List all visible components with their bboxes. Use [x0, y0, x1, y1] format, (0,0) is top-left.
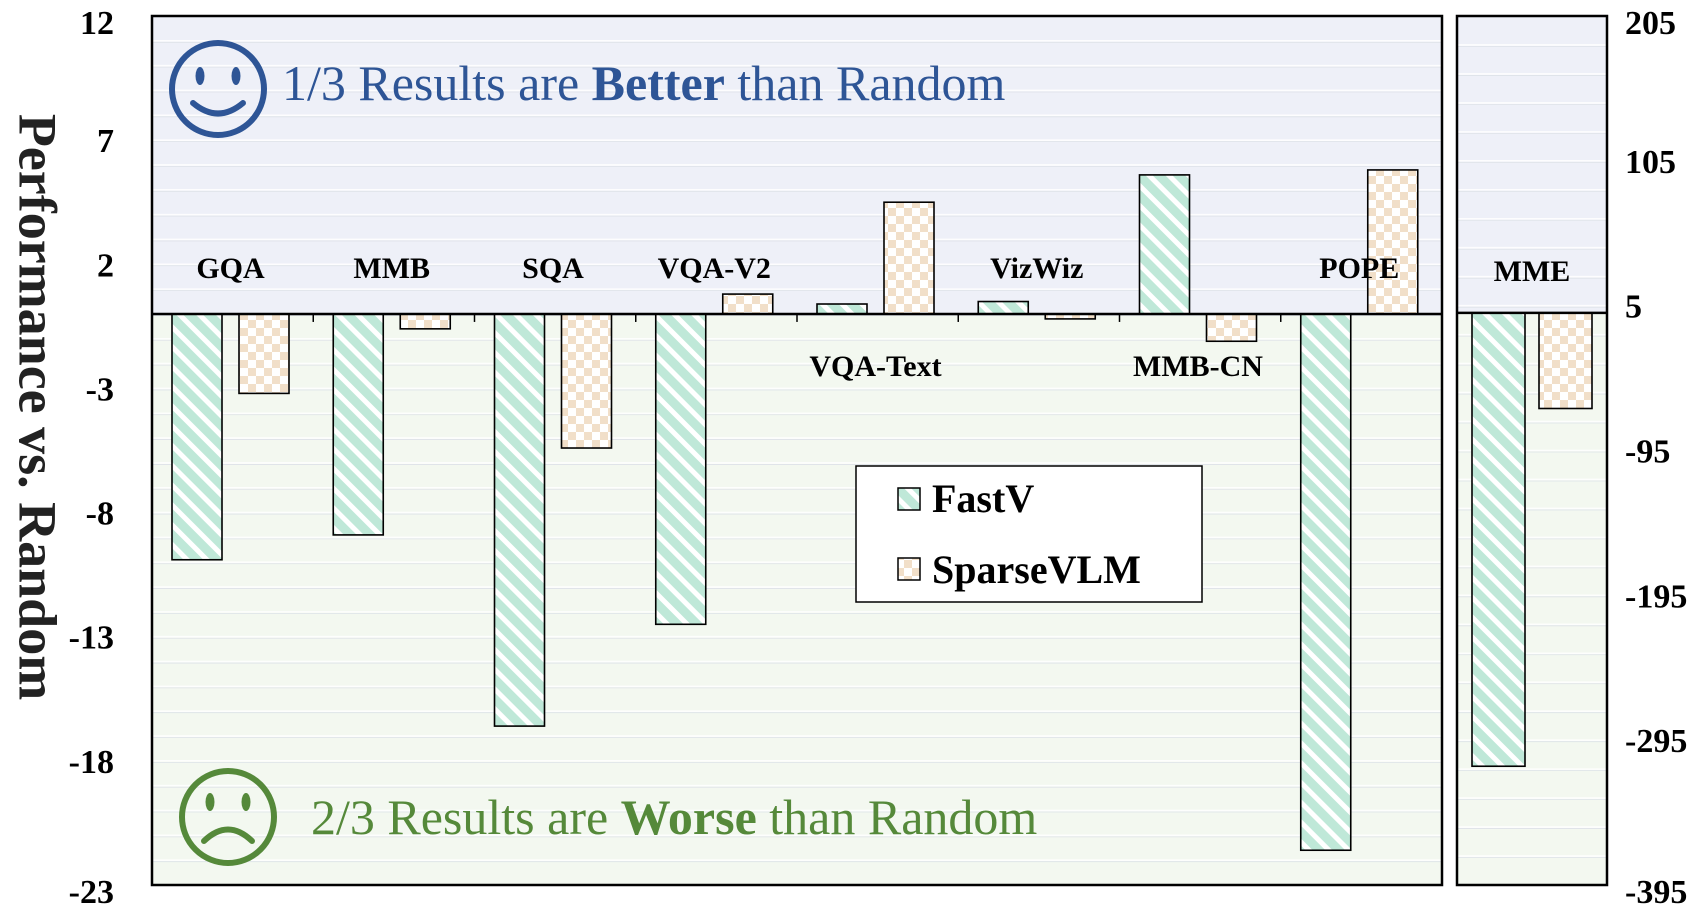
legend-label-fastv: FastV [932, 476, 1034, 521]
bar-sparsevlm-mme [1538, 312, 1593, 410]
y-axis-label: Performance vs. Random [8, 114, 68, 700]
category-label-gqa: GQA [196, 252, 265, 285]
mme-bars [1471, 312, 1593, 768]
bar-sparsevlm-vqa-v2 [721, 293, 774, 315]
legend: FastV SparseVLM [855, 465, 1203, 603]
bar-fastv-pope [1299, 313, 1352, 852]
bar-fastv-mme [1471, 312, 1526, 768]
category-label-vqa-v2: VQA-V2 [658, 252, 771, 285]
category-label-sqa: SQA [522, 252, 584, 285]
y-tick-label-right: -95 [1625, 434, 1670, 471]
y-tick-label-left: -8 [86, 496, 114, 533]
y-tick-label-right: -195 [1625, 578, 1687, 615]
category-label-vqa-text: VQA-Text [809, 350, 941, 383]
worse-annotation: 2/3 Results are Worse than Random [311, 789, 1037, 845]
bar-fastv-gqa [171, 313, 223, 561]
mme-better-region-background [1457, 16, 1607, 313]
main-bars [171, 169, 1419, 852]
y-tick-label-right: 105 [1625, 144, 1676, 181]
bar-fastv-sqa [493, 313, 546, 727]
category-labels: GQA MMB SQA VQA-V2 VQA-Text VizWiz MMB-CN POPE [196, 252, 1399, 383]
main-plot-frame [150, 14, 1444, 887]
y-tick-label-right: -395 [1625, 874, 1687, 907]
category-label-pope: POPE [1319, 252, 1399, 285]
bar-sparsevlm-pope [1366, 169, 1419, 315]
y-tick-label-left: 12 [80, 5, 114, 42]
bar-sparsevlm-gqa [238, 313, 290, 395]
y-tick-label-left: -18 [69, 744, 114, 781]
right-y-axis-ticks: 205 105 5 -95 -195 -295 -395 [1625, 5, 1687, 907]
y-tick-label-right: 205 [1625, 5, 1676, 42]
better-annotation: 1/3 Results are Better than Random [282, 55, 1006, 111]
mme-plot-frame [1455, 14, 1609, 887]
left-y-axis-ticks: 12 7 2 -3 -8 -13 -18 -23 [69, 5, 114, 907]
bar-sparsevlm-vqa-text [883, 201, 935, 315]
category-label-mmb-cn: MMB-CN [1133, 350, 1263, 383]
bar-fastv-vizwiz [977, 300, 1030, 315]
bar-sparsevlm-mmb [399, 313, 452, 330]
category-label-mme: MME [1494, 255, 1571, 288]
mme-category-label: MME [1494, 255, 1571, 288]
y-tick-label-left: 7 [97, 123, 114, 160]
legend-swatch-fastv [897, 487, 921, 511]
main-gridlines [152, 40, 1442, 863]
y-tick-label-right: 5 [1625, 289, 1642, 326]
bar-sparsevlm-mmb-cn [1205, 313, 1258, 343]
bar-sparsevlm-sqa [560, 313, 613, 449]
category-label-vizwiz: VizWiz [990, 252, 1083, 285]
y-tick-label-right: -295 [1625, 723, 1687, 760]
y-tick-label-left: 2 [97, 247, 114, 284]
bar-fastv-mmb [332, 313, 385, 536]
y-tick-label-left: -13 [69, 620, 114, 657]
bar-fastv-vqa-v2 [654, 313, 707, 626]
bar-fastv-mmb-cn [1138, 174, 1191, 315]
legend-swatch-sparsevlm [897, 557, 921, 581]
zero-line-ticks [312, 313, 1282, 322]
sad-face-icon [179, 768, 277, 866]
legend-label-sparsevlm: SparseVLM [932, 547, 1141, 592]
y-tick-label-left: -3 [86, 371, 114, 408]
category-label-mmb: MMB [353, 252, 430, 285]
smiley-face-icon [169, 40, 267, 138]
bar-fastv-vqa-text [816, 303, 868, 315]
y-tick-label-left: -23 [69, 874, 114, 907]
